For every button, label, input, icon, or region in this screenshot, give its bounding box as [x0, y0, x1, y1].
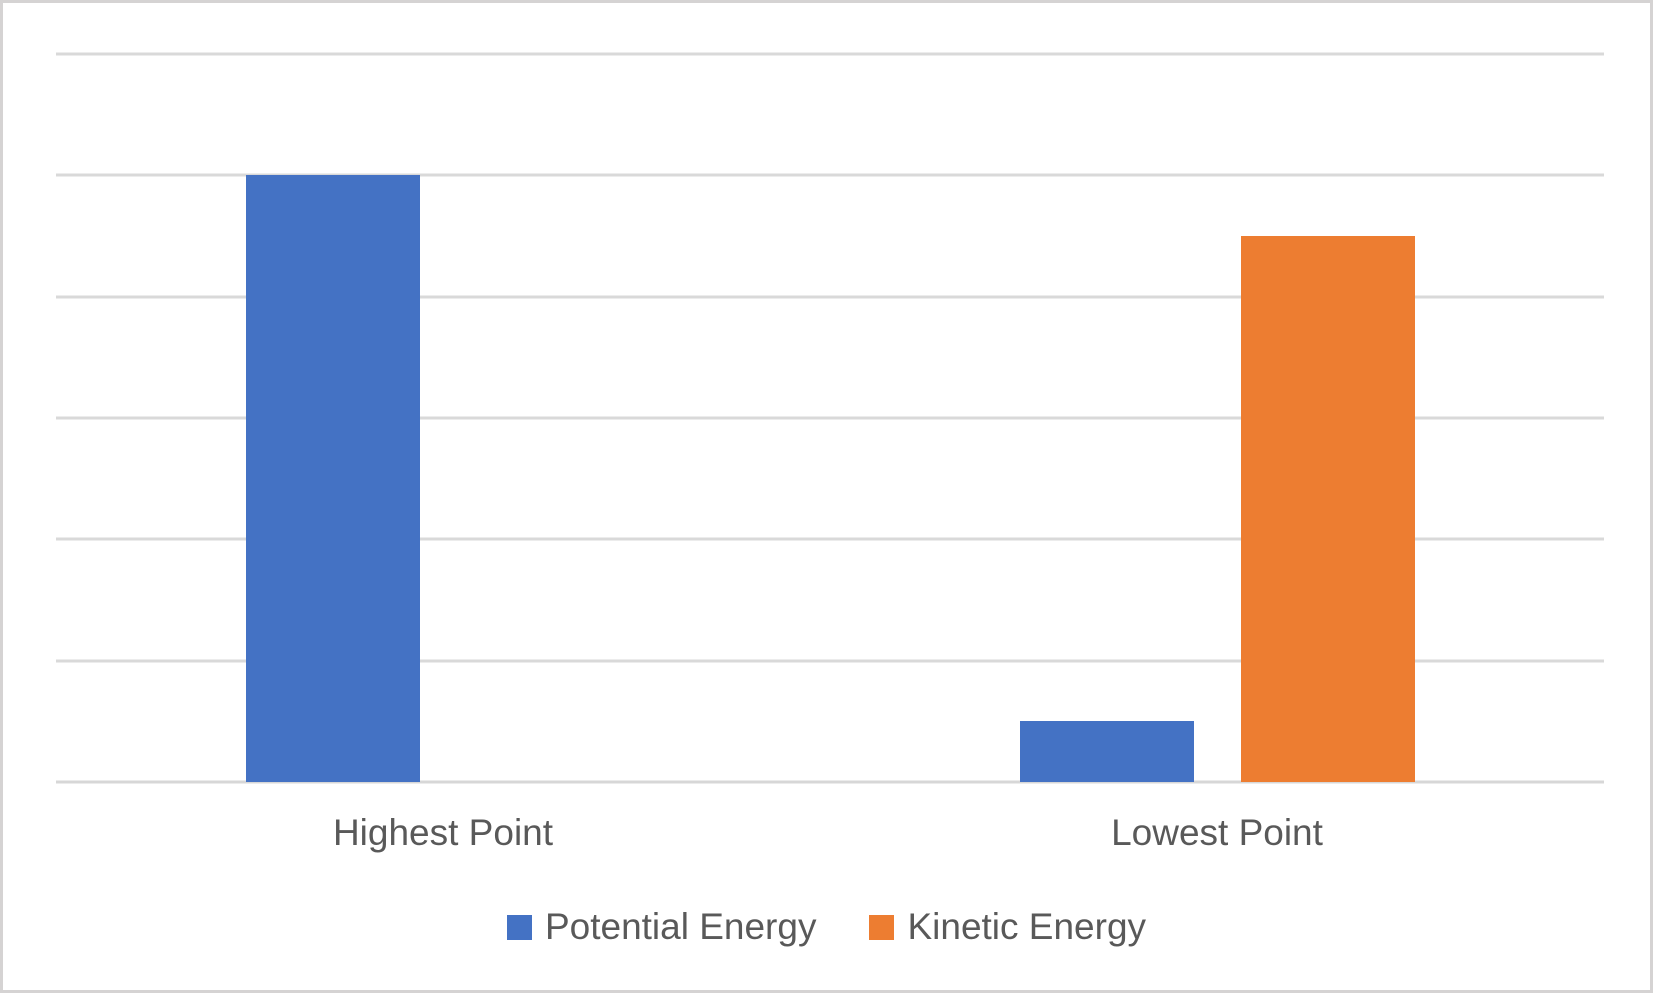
legend-label-kinetic-energy: Kinetic Energy: [907, 906, 1147, 947]
category-axis: Highest Point Lowest Point: [56, 811, 1604, 855]
legend-item-kinetic-energy: Kinetic Energy: [869, 905, 1146, 949]
category-label-highest-point: Highest Point: [332, 812, 554, 853]
legend-item-potential-energy: Potential Energy: [506, 905, 817, 949]
x-axis-line: [56, 780, 1604, 784]
bar-potential-energy-highest-point: [245, 175, 420, 782]
plot-area: [56, 52, 1604, 784]
legend-label-potential-energy: Potential Energy: [544, 906, 817, 947]
gridline: [56, 537, 1604, 541]
category-slot-highest-point: [56, 54, 830, 782]
gridline: [56, 295, 1604, 299]
gridline: [56, 416, 1604, 420]
legend: Potential Energy Kinetic Energy: [3, 905, 1650, 949]
category-label-lowest-point: Lowest Point: [1111, 812, 1323, 853]
category-slot-lowest-point: [830, 54, 1604, 782]
legend-swatch-potential-energy: [506, 914, 532, 940]
bar-slots: [56, 54, 1604, 782]
bar-kinetic-energy-lowest-point: [1240, 236, 1415, 782]
gridline: [56, 173, 1604, 177]
legend-swatch-kinetic-energy: [869, 914, 895, 940]
gridline: [56, 52, 1604, 56]
bar-potential-energy-lowest-point: [1019, 721, 1194, 782]
gridline: [56, 659, 1604, 663]
